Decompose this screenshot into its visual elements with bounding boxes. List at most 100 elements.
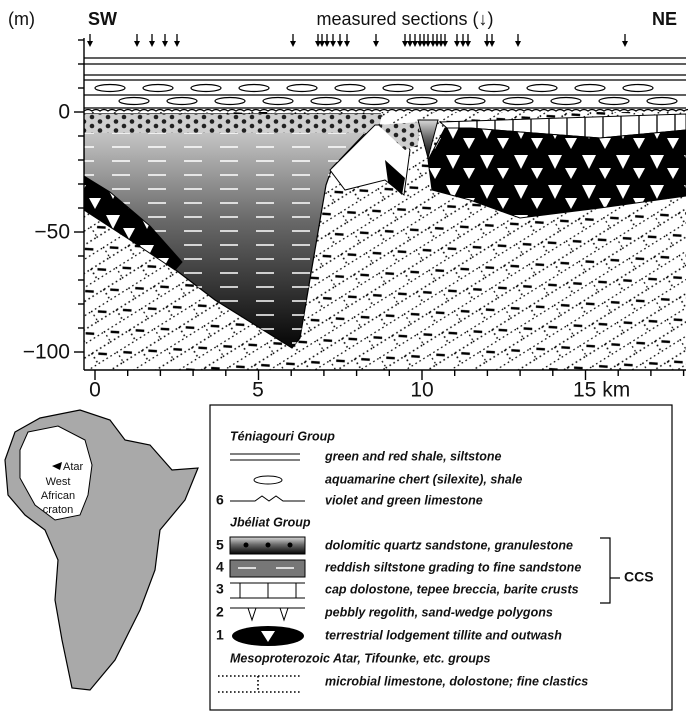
chert-lens [262,96,294,106]
chert-lens [214,96,246,106]
shape [378,122,420,150]
legend-item: dolomitic quartz sandstone, granulestone [325,538,573,552]
cross-section [84,112,686,370]
section-arrow-head [344,41,350,47]
legend-group-title: Jbéliat Group [230,515,311,529]
shape [19,425,93,521]
section-arrows [87,34,628,47]
chert-lens [526,83,558,93]
shape [84,114,382,133]
map-label: West [46,476,71,488]
chert-lens [574,83,606,93]
section-arrow-head [174,41,180,47]
shape [229,559,306,578]
section-arrow-head [421,41,427,47]
shape [84,175,183,271]
x-tick-label: 5 [252,379,264,402]
legend-number: 5 [216,537,224,553]
legend-number: 4 [216,559,224,575]
chert-lens [94,83,126,93]
section-arrow-head [442,41,448,47]
upper-layers [83,57,688,112]
section-arrow-head [290,41,296,47]
chert-lens [166,96,198,106]
legend-number: 3 [216,581,224,597]
section-arrow-head [454,41,460,47]
chert-lens [382,83,414,93]
shape [230,495,305,502]
legend-group-title: Mesoproterozoic Atar, Tifounke, etc. gro… [230,651,491,665]
axes [74,38,686,380]
section-arrow-head [425,41,431,47]
section-arrow-head [412,41,418,47]
sections-label: measured sections (↓) [316,9,493,29]
section-arrow-head [134,41,140,47]
shape [243,542,249,548]
chert-lens [142,83,174,93]
section-arrow-head [484,41,490,47]
x-tick-label: 10 [410,379,433,402]
legend-item: violet and green limestone [325,493,483,507]
shape [94,83,678,106]
legend-number: 6 [216,492,224,508]
chert-lens [454,96,486,106]
section-arrow-head [149,41,155,47]
chert-lens [358,96,390,106]
shape [287,542,293,548]
africa-map: Atar West African craton [4,409,199,691]
chert-lens [598,96,630,106]
chert-lens [478,83,510,93]
chert-lens [310,96,342,106]
section-arrow-head [87,41,93,47]
legend-item: cap dolostone, tepee breccia, barite cru… [325,582,579,596]
right-end-label: NE [652,9,677,29]
section-arrow-head [515,41,521,47]
legend-item: pebbly regolith, sand-wedge polygons [324,605,553,619]
section-arrow-head [407,41,413,47]
chert-lens [550,96,582,106]
section-arrow-head [465,41,471,47]
shape [83,108,688,112]
section-arrow-head [622,41,628,47]
x-tick-label: 0 [89,379,101,402]
legend-item: green and red shale, siltstone [324,449,501,463]
legend: Téniagouri Group green and red shale, si… [209,404,673,711]
y-unit: (m) [8,9,35,29]
section-arrow-head [337,41,343,47]
legend-item: aquamarine chert (silexite), shale [325,472,522,486]
left-end-label: SW [88,9,117,29]
section-arrow-head [438,41,444,47]
shape [218,675,300,693]
shape [52,462,62,470]
bracket-label: CCS [624,569,654,585]
section-arrow-head [330,41,336,47]
chert-lens [646,96,678,106]
section-arrow-head [402,41,408,47]
section-arrow-head [417,41,423,47]
shape [230,582,305,599]
shape [385,160,405,195]
section-arrow-head [319,41,325,47]
section-arrow-head [373,41,379,47]
chert-lens [502,96,534,106]
chert-lens [286,83,318,93]
section-arrow-head [315,41,321,47]
legend-item: reddish siltstone grading to fine sandst… [325,560,581,574]
section-arrow-head [434,41,440,47]
legend-number: 1 [216,627,224,643]
y-tick-label: −100 [23,341,70,364]
shape [600,537,620,604]
section-arrow-head [324,41,330,47]
chert-lens [430,83,462,93]
chert-lens [622,83,654,93]
y-tick-label: 0 [58,101,70,124]
legend-group-title: Téniagouri Group [230,429,335,443]
chert-lens [238,83,270,93]
map-label: African [41,490,75,502]
legend-item: terrestrial lodgement tillite and outwas… [325,628,562,642]
map-label: Atar [63,461,84,473]
shape [209,404,673,711]
legend-number: 2 [216,604,224,620]
shape [417,119,439,160]
